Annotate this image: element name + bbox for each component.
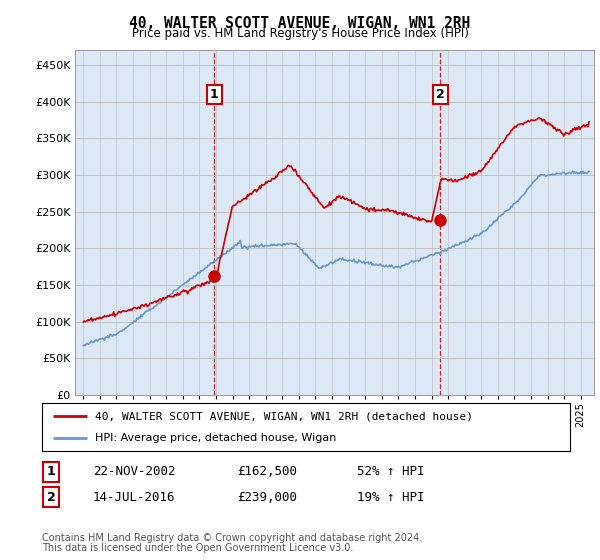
Text: 2: 2 (436, 88, 445, 101)
Text: 2: 2 (47, 491, 55, 504)
Text: HPI: Average price, detached house, Wigan: HPI: Average price, detached house, Wiga… (95, 433, 336, 443)
Text: £162,500: £162,500 (237, 465, 297, 478)
Text: This data is licensed under the Open Government Licence v3.0.: This data is licensed under the Open Gov… (42, 543, 353, 553)
Text: Price paid vs. HM Land Registry's House Price Index (HPI): Price paid vs. HM Land Registry's House … (131, 27, 469, 40)
Text: 1: 1 (210, 88, 218, 101)
Text: £239,000: £239,000 (237, 491, 297, 504)
Text: 52% ↑ HPI: 52% ↑ HPI (357, 465, 425, 478)
Text: 40, WALTER SCOTT AVENUE, WIGAN, WN1 2RH (detached house): 40, WALTER SCOTT AVENUE, WIGAN, WN1 2RH … (95, 411, 473, 421)
Text: 22-NOV-2002: 22-NOV-2002 (93, 465, 176, 478)
Text: Contains HM Land Registry data © Crown copyright and database right 2024.: Contains HM Land Registry data © Crown c… (42, 533, 422, 543)
Text: 19% ↑ HPI: 19% ↑ HPI (357, 491, 425, 504)
Text: 40, WALTER SCOTT AVENUE, WIGAN, WN1 2RH: 40, WALTER SCOTT AVENUE, WIGAN, WN1 2RH (130, 16, 470, 31)
Text: 1: 1 (47, 465, 55, 478)
Text: 14-JUL-2016: 14-JUL-2016 (93, 491, 176, 504)
